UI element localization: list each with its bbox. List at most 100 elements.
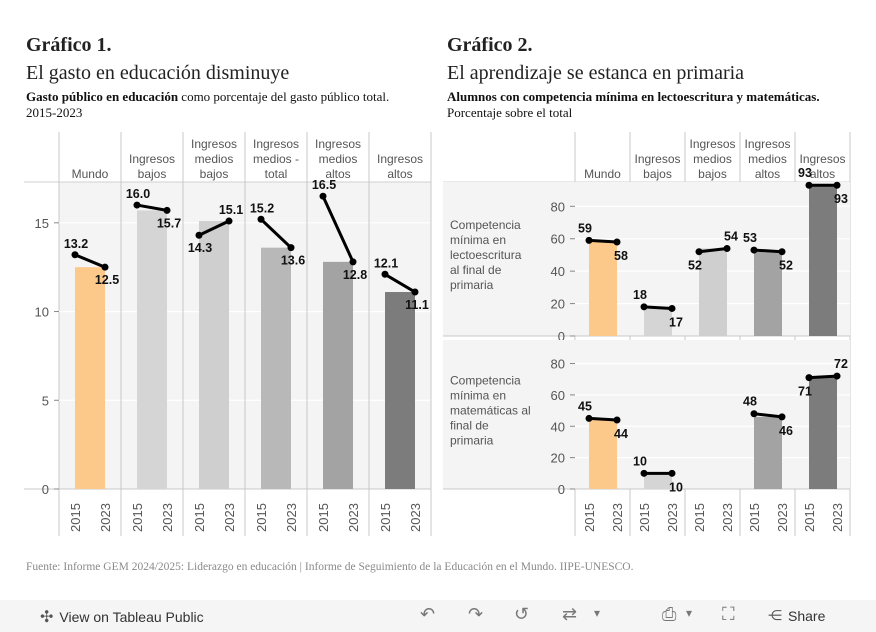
refresh-icon[interactable]: ⇄ xyxy=(562,604,578,624)
chart2-point-2015 xyxy=(750,410,758,418)
download-icon[interactable]: ⎙ xyxy=(662,604,677,624)
chart2-slope-line xyxy=(588,238,618,244)
chart2-data-label: 46 xyxy=(779,424,793,438)
chart1-y-tick-label: 15 xyxy=(35,216,49,231)
chart2-bar xyxy=(699,248,727,336)
chart1-y-tick-label: 10 xyxy=(35,305,49,320)
chart2-data-label: 54 xyxy=(724,229,738,243)
chart2-category-label: Ingresos xyxy=(799,152,845,166)
chart2-point-2015 xyxy=(695,248,703,256)
toolbar: ✣ View on Tableau Public ↶ ↷ ↺ ⇄ ▾ ⎙ ▾ ⛶… xyxy=(0,600,876,632)
chart1-slope-line xyxy=(259,218,293,249)
chart2-point-2015 xyxy=(750,246,758,254)
chart2-y-tick-label: 40 xyxy=(551,419,565,434)
chart2-point-2023 xyxy=(613,238,621,246)
chart2-x-tick-label: 2023 xyxy=(610,503,625,532)
chart1-data-label: 15.2 xyxy=(250,201,274,215)
chart2-panel-label: primaria xyxy=(450,434,494,448)
chart1-subtitle-rest: como porcentaje del gasto público total.… xyxy=(26,89,390,120)
chart1-slope-line xyxy=(136,203,168,212)
chart1-data-label: 12.8 xyxy=(343,268,367,282)
chart1-data-label: 16.0 xyxy=(126,187,150,201)
chart2-y-tick-label: 80 xyxy=(551,199,565,214)
chart1-slope-line xyxy=(321,195,355,263)
chart2-data-label: 18 xyxy=(633,288,647,302)
chart1-category-label: Mundo xyxy=(72,167,109,181)
chart1-data-label: 12.1 xyxy=(374,256,398,270)
download-dropdown-icon[interactable]: ▾ xyxy=(686,606,693,620)
chart2-x-tick-label: 2023 xyxy=(775,503,790,532)
chart1-point-2023 xyxy=(101,263,109,271)
chart2-data-label: 71 xyxy=(798,385,812,399)
chart2-slope-line xyxy=(698,246,728,254)
chart1-x-tick-label: 2015 xyxy=(254,503,269,532)
chart1-data-label: 12.5 xyxy=(95,273,119,287)
chart2-point-2023 xyxy=(833,181,841,189)
chart2-bar xyxy=(809,185,837,336)
chart2-data-label: 52 xyxy=(688,259,702,273)
chart1-category-label: total xyxy=(265,167,288,181)
fullscreen-icon[interactable]: ⛶ xyxy=(722,604,735,624)
chart1-point-2023 xyxy=(163,206,171,214)
chart1-point-2023 xyxy=(225,217,233,225)
share-button[interactable]: ⋲ Share xyxy=(768,607,825,624)
chart2-point-2015 xyxy=(805,374,813,382)
chart2-subtitle-rest: Porcentaje sobre el total xyxy=(447,105,573,120)
chart2-x-tick-label: 2023 xyxy=(665,503,680,532)
chart1-y-tick-label: 5 xyxy=(42,393,49,408)
chart2-bar xyxy=(754,251,782,336)
chart2-category-label: Ingresos xyxy=(634,152,680,166)
chart1-category-label: bajos xyxy=(138,167,167,181)
chart1-x-tick-label: 2023 xyxy=(98,503,113,532)
chart2-panel-label: Competencia xyxy=(450,374,521,388)
chart2-x-tick-label: 2023 xyxy=(720,503,735,532)
chart1-category-label: bajos xyxy=(200,167,229,181)
chart2-point-2015 xyxy=(640,469,648,477)
chart1-x-tick-label: 2015 xyxy=(192,503,207,532)
chart1-data-label: 16.5 xyxy=(312,178,336,192)
chart2-bar xyxy=(644,308,672,336)
chart2-point-2023 xyxy=(668,469,676,477)
chart1-title: Gráfico 1. xyxy=(26,34,112,56)
undo-icon[interactable]: ↶ xyxy=(420,604,436,624)
source-note: Fuente: Informe GEM 2024/2025: Liderazgo… xyxy=(26,561,634,573)
chart1-data-label: 15.7 xyxy=(157,216,181,230)
refresh-dropdown-icon[interactable]: ▾ xyxy=(594,606,601,620)
redo-icon[interactable]: ↷ xyxy=(468,604,484,624)
chart1-point-2015 xyxy=(319,192,327,200)
chart1-point-2015 xyxy=(257,215,265,223)
chart1-point-2015 xyxy=(71,251,79,259)
chart1-slope-line xyxy=(74,253,106,269)
chart2-x-tick-label: 2015 xyxy=(747,503,762,532)
chart2-y-tick-label: 0 xyxy=(558,329,565,344)
chart1-y-tick-label: 0 xyxy=(42,482,49,497)
tableau-logo-icon: ✣ xyxy=(40,609,54,626)
chart2-data-label: 52 xyxy=(779,259,793,273)
view-on-tableau-button[interactable]: ✣ View on Tableau Public xyxy=(40,607,204,627)
chart2-slope-line xyxy=(588,416,618,422)
chart2-subtitle: Alumnos con competencia mínima en lectoe… xyxy=(447,89,847,121)
chart2-point-2023 xyxy=(723,244,731,252)
chart2-y-tick-label: 20 xyxy=(551,297,565,312)
chart2-category-label: Ingresos xyxy=(744,137,790,151)
chart1-x-tick-label: 2023 xyxy=(160,503,175,532)
chart1-category-label: medios xyxy=(319,152,358,166)
chart2-slope-line xyxy=(753,412,783,419)
chart1-data-label: 13.2 xyxy=(64,237,88,251)
chart2-data-label: 58 xyxy=(614,249,628,263)
chart2-point-2015 xyxy=(585,414,593,422)
chart2-data-label: 48 xyxy=(743,395,757,409)
chart1-category-label: Ingresos xyxy=(191,137,237,151)
chart2-category-label: Mundo xyxy=(584,167,621,181)
chart2-point-2015 xyxy=(585,236,593,244)
revert-icon[interactable]: ↺ xyxy=(514,604,530,624)
chart2-y-tick-label: 40 xyxy=(551,264,565,279)
chart1-x-tick-label: 2015 xyxy=(130,503,145,532)
chart1-bar xyxy=(385,292,415,489)
chart1-slope-line xyxy=(198,219,230,237)
chart1-x-tick-label: 2023 xyxy=(222,503,237,532)
chart2-headline: El aprendizaje se estanca en primaria xyxy=(447,62,745,84)
chart1-x-tick-label: 2023 xyxy=(346,503,361,532)
chart2-slope-line xyxy=(753,248,783,254)
chart1-slope-line xyxy=(384,272,416,294)
